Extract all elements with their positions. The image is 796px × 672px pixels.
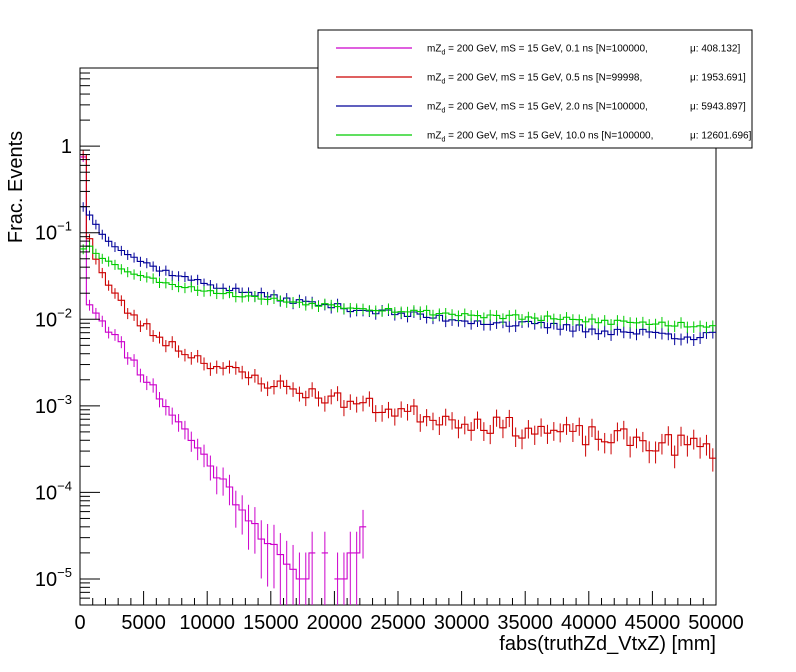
y-axis-title: Frac. Events: [5, 131, 27, 243]
legend-entry-label: mZd = 200 GeV, mS = 15 GeV, 2.0 ns [N=10…: [427, 102, 648, 115]
x-tick-label: 10000: [179, 612, 235, 634]
y-tick-label: 10−5: [35, 565, 72, 591]
legend-entry-label: mZd = 200 GeV, mS = 15 GeV, 0.5 ns [N=99…: [427, 73, 642, 86]
legend-mean-label: μ: 1953.691]: [690, 73, 746, 84]
legend-mean-label: μ: 408.132]: [690, 44, 740, 55]
series-layer: [80, 150, 716, 605]
y-tick-label: 1: [61, 136, 72, 158]
histogram-line: [80, 245, 716, 328]
x-tick-label: 25000: [370, 612, 426, 634]
x-tick-label: 45000: [625, 612, 681, 634]
x-tick-label: 20000: [307, 612, 363, 634]
x-axis-title: fabs(truthZd_VtxZ) [mm]: [499, 633, 716, 655]
x-tick-label: 0: [74, 612, 85, 634]
legend: mZd = 200 GeV, mS = 15 GeV, 0.1 ns [N=10…: [317, 29, 753, 149]
legend-mean-label: μ: 12601.696]: [690, 131, 752, 142]
legend-entry-label: mZd = 200 GeV, mS = 15 GeV, 10.0 ns [N=1…: [427, 131, 653, 144]
x-tick-label: 40000: [561, 612, 617, 634]
y-tick-label: 10−3: [35, 392, 72, 418]
x-tick-label: 30000: [434, 612, 490, 634]
legend-entry-label: mZd = 200 GeV, mS = 15 GeV, 0.1 ns [N=10…: [427, 44, 648, 57]
series-3: [80, 241, 716, 334]
y-tick-label: 10−2: [35, 305, 72, 331]
histogram-line: [80, 206, 716, 341]
plot-frame: [79, 67, 717, 606]
legend-box: [317, 29, 753, 149]
histogram-line: [80, 156, 367, 580]
x-tick-label: 50000: [688, 612, 744, 634]
y-tick-label: 10−1: [35, 219, 72, 245]
x-axis: 0 5000 10000 15000 20000 25000 30000 35000 40000…: [74, 591, 744, 634]
histogram-line: [80, 154, 716, 459]
legend-mean-label: μ: 5943.897]: [690, 102, 746, 113]
y-axis: 1 10−1 10−2 10−3 10−4 10−5: [35, 67, 100, 599]
x-tick-label: 35000: [497, 612, 553, 634]
series-2: [80, 202, 716, 346]
y-tick-label: 10−4: [35, 478, 72, 504]
series-1: [80, 150, 716, 472]
x-tick-label: 15000: [243, 612, 299, 634]
series-0: [80, 152, 367, 605]
x-tick-label: 5000: [121, 612, 166, 634]
